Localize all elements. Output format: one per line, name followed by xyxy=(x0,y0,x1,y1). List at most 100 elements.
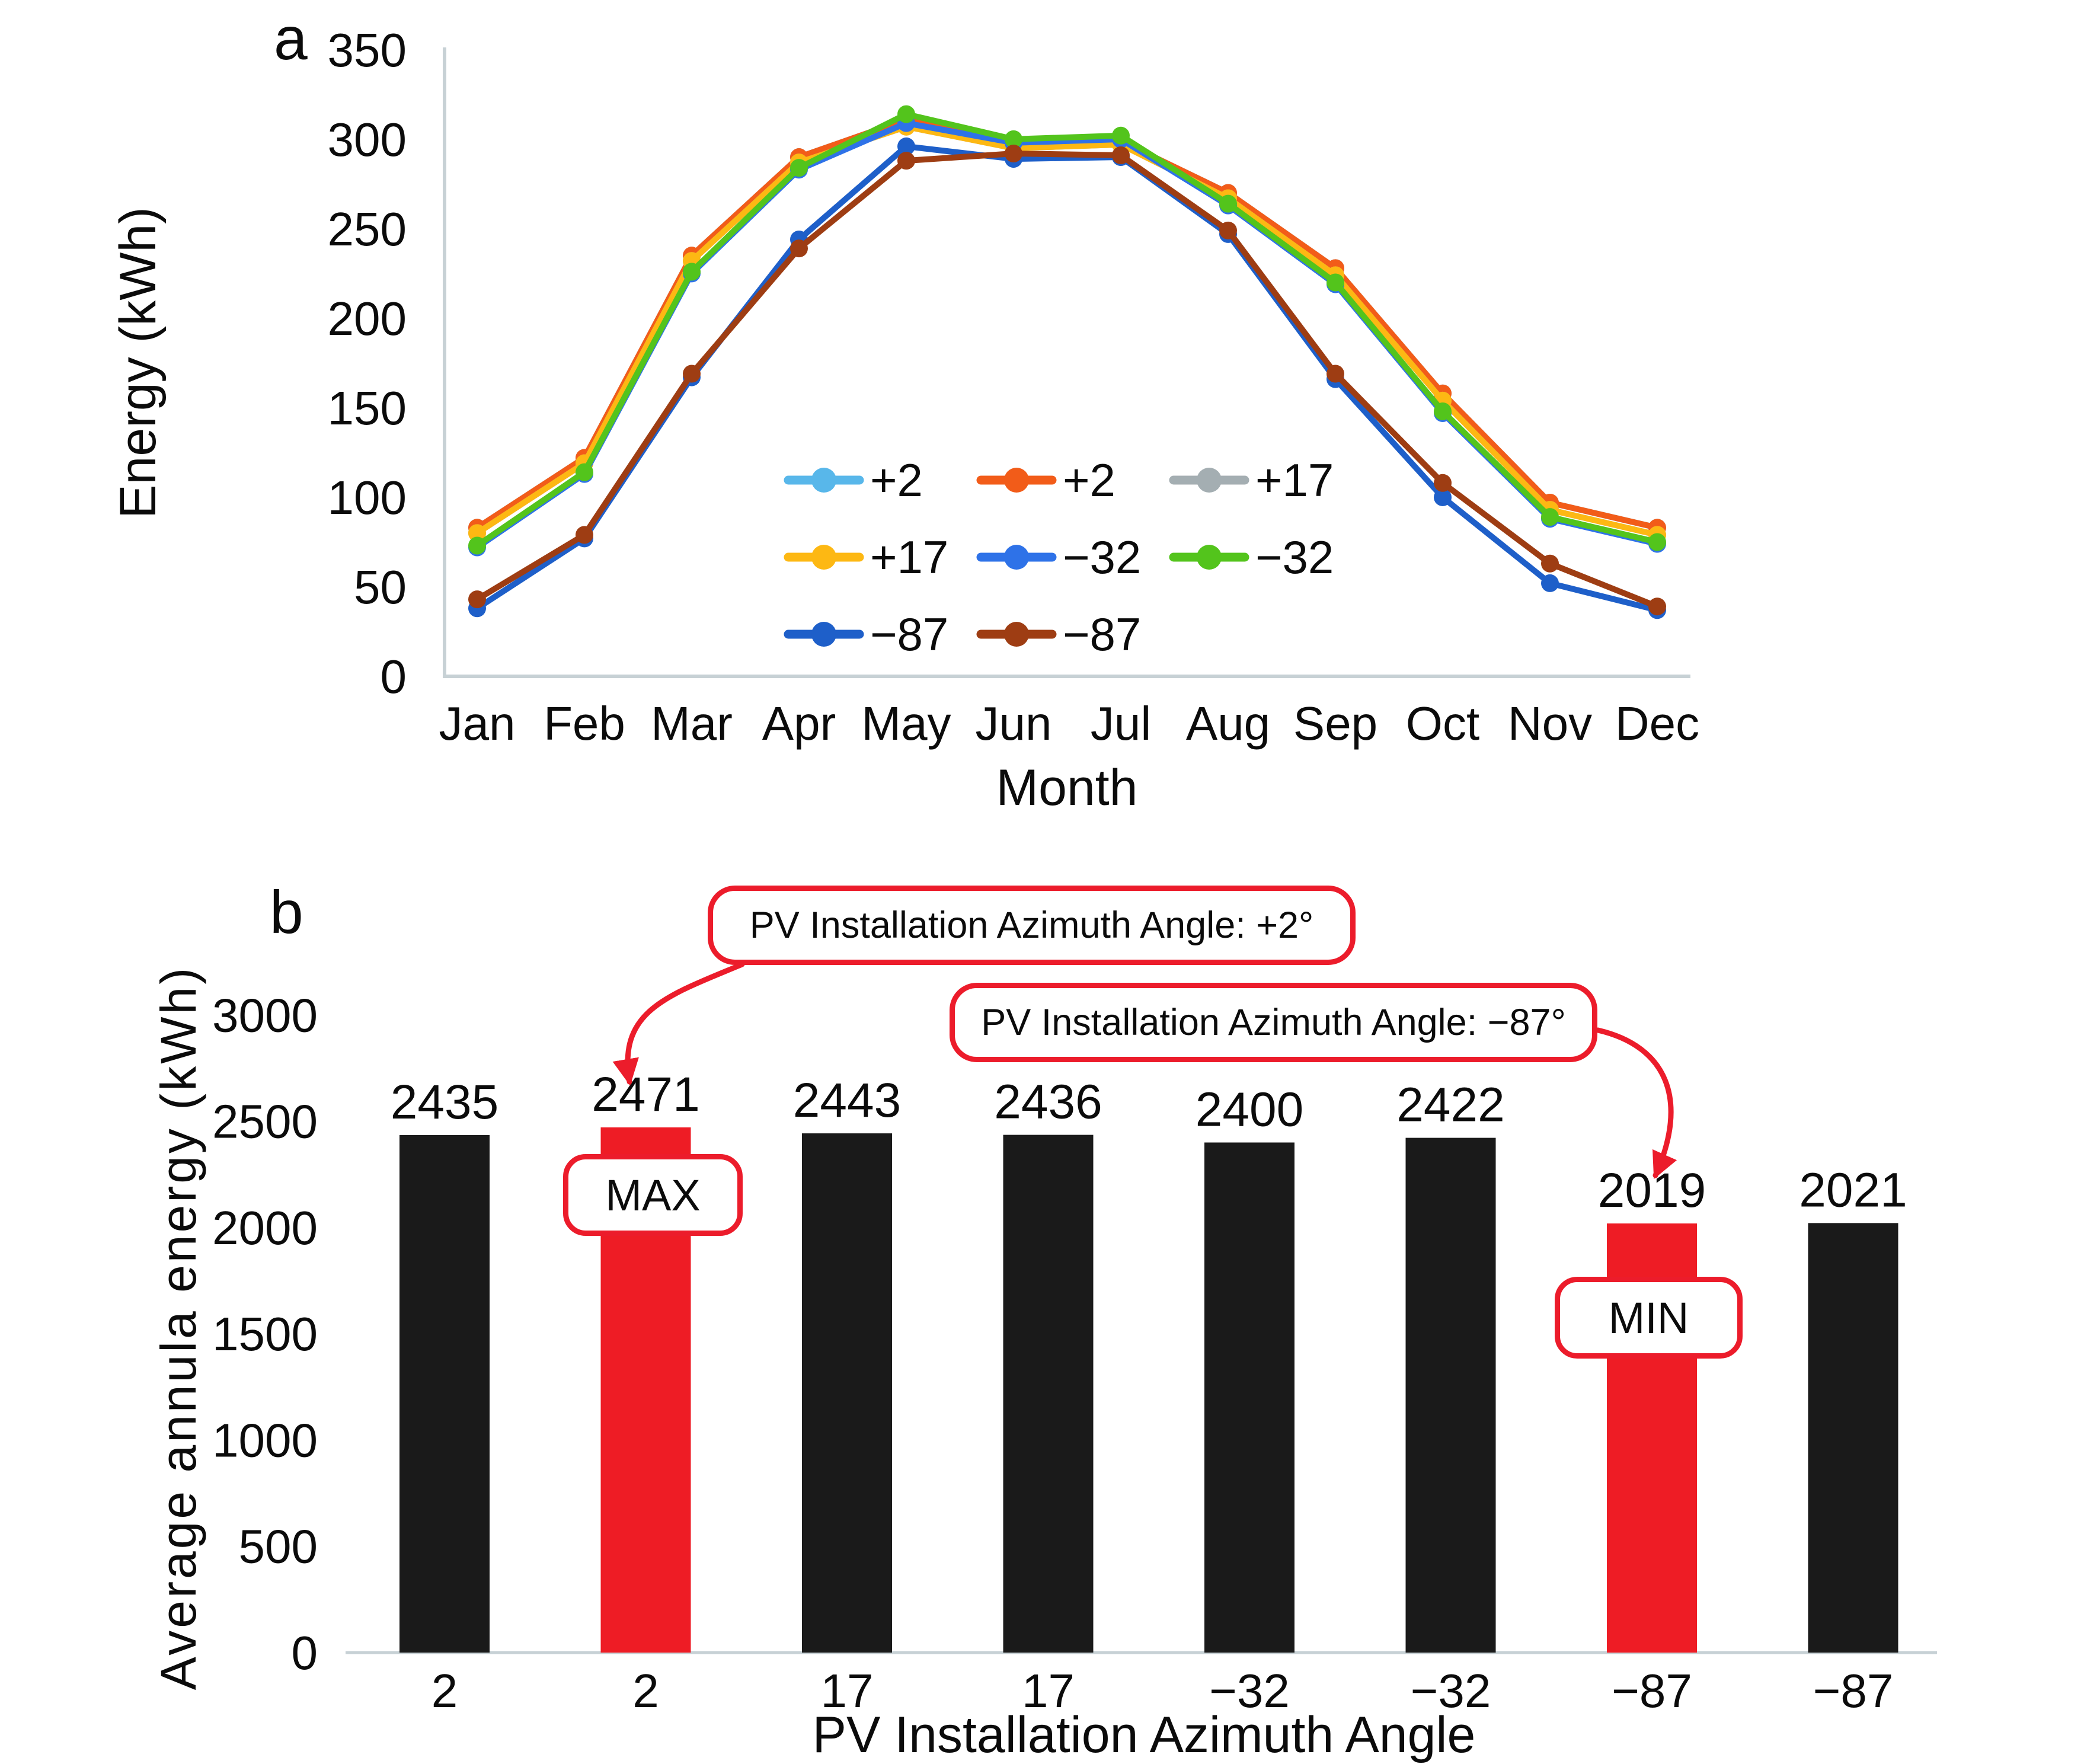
legend-dot-swatch xyxy=(1004,545,1029,570)
bar-x-label: 2 xyxy=(431,1664,458,1717)
max-callout-arrow xyxy=(612,961,745,1086)
series-point xyxy=(683,263,701,281)
legend-item: +17 xyxy=(784,531,948,583)
bar-x-label: 2 xyxy=(632,1664,659,1717)
legend-label: −87 xyxy=(1063,608,1141,660)
legend-label: +2 xyxy=(1063,454,1115,506)
bar-17-2436 xyxy=(1003,1135,1094,1653)
b-y-tick-label: 2000 xyxy=(212,1201,318,1254)
legend-item: +2 xyxy=(976,454,1115,506)
b-y-tick-label: 500 xyxy=(239,1520,318,1573)
a-month-label: Apr xyxy=(762,697,836,750)
legend-label: +2 xyxy=(870,454,923,506)
legend-dot-swatch xyxy=(1004,468,1029,493)
bar-x-label: −87 xyxy=(1612,1664,1692,1717)
legend-dot-swatch xyxy=(1197,545,1222,570)
a-plot-area: 350 300 250 200 150 100 50 0 Jan Feb Mar Apr May Jun J… xyxy=(328,24,1700,750)
bar-−87-2021 xyxy=(1808,1223,1898,1653)
bar-value-label: 2021 xyxy=(1799,1163,1907,1217)
series-point xyxy=(1327,273,1344,292)
series-point xyxy=(1648,597,1666,616)
series-point xyxy=(1219,194,1237,213)
bar-−32-2422 xyxy=(1405,1137,1496,1653)
legend-dot-swatch xyxy=(811,545,836,570)
b-plot-area: 3000 2500 2000 1500 1000 500 0 2435 2 2471 2 2443 17… xyxy=(212,989,1937,1717)
b-y-tick-label: 0 xyxy=(292,1626,318,1679)
line-chart-monthly-energy: Energy (kWh) Month 350 300 250 200 150 100 50 0… xyxy=(110,24,1700,816)
a-month-label: Jan xyxy=(439,697,516,750)
series-point xyxy=(576,463,593,481)
legend-item: +17 xyxy=(1169,454,1334,506)
a-month-label: May xyxy=(861,697,951,750)
bar-value-label: 2443 xyxy=(793,1073,901,1127)
series-point xyxy=(1541,554,1559,573)
series-point xyxy=(1112,146,1130,165)
a-y-tick-label: 0 xyxy=(381,650,407,703)
series-point xyxy=(683,365,701,383)
series-point xyxy=(468,524,486,542)
a-month-label: Feb xyxy=(544,697,625,750)
series-point xyxy=(1005,130,1022,148)
b-y-axis-title: Average annula energy (kWh) xyxy=(151,966,206,1690)
bar-x-label: 17 xyxy=(1022,1664,1075,1717)
series-point xyxy=(1648,533,1666,551)
a-month-label: Dec xyxy=(1615,697,1699,750)
bar-value-label: 2422 xyxy=(1396,1078,1504,1132)
bar-17-2443 xyxy=(802,1133,892,1653)
a-month-label: Nov xyxy=(1508,697,1592,750)
b-y-tick-label: 2500 xyxy=(212,1095,318,1148)
series-point xyxy=(576,526,593,544)
bar-x-label: 17 xyxy=(821,1664,874,1717)
legend-dot-swatch xyxy=(811,468,836,493)
series-point xyxy=(897,137,915,155)
legend-item: −32 xyxy=(1169,531,1334,583)
series-point xyxy=(897,105,915,123)
min-callout: PV Installation Azimuth Angle: −87° xyxy=(950,983,1597,1062)
bar-x-label: −32 xyxy=(1411,1664,1491,1717)
a-y-tick-label: 200 xyxy=(328,292,407,345)
a-month-label: Sep xyxy=(1293,697,1377,750)
legend-label: −32 xyxy=(1063,531,1141,583)
series-point xyxy=(790,159,808,177)
b-y-tick-label: 3000 xyxy=(212,989,318,1041)
legend-label: +17 xyxy=(1255,454,1334,506)
series-point xyxy=(1434,488,1452,506)
a-y-tick-label: 150 xyxy=(328,382,407,434)
a-month-label: Jun xyxy=(976,697,1052,750)
bar-2-2435 xyxy=(399,1135,490,1653)
a-month-label: Oct xyxy=(1406,697,1479,750)
legend-dot-swatch xyxy=(811,622,836,647)
bar-value-label: 2019 xyxy=(1598,1164,1706,1217)
series-point xyxy=(1327,365,1344,383)
series-line-5 xyxy=(474,111,1660,549)
series-point xyxy=(1434,402,1452,420)
series-point xyxy=(897,152,915,170)
legend-dot-swatch xyxy=(1004,622,1029,647)
panel-a-label: a xyxy=(274,5,308,72)
bar-−32-2400 xyxy=(1204,1142,1294,1653)
legend-label: +17 xyxy=(870,531,948,583)
series-point xyxy=(1112,126,1130,145)
max-badge: MAX xyxy=(563,1154,743,1236)
series-point xyxy=(1434,474,1452,492)
a-month-label: Mar xyxy=(651,697,733,750)
bar-x-label: −87 xyxy=(1813,1664,1894,1717)
min-callout-arrow xyxy=(1595,1027,1677,1180)
series-point xyxy=(1541,508,1559,526)
a-x-axis-title: Month xyxy=(996,759,1137,816)
legend-item: −87 xyxy=(784,608,948,660)
legend-item: +2 xyxy=(784,454,923,506)
series-point xyxy=(1219,221,1237,239)
b-y-tick-label: 1500 xyxy=(212,1308,318,1360)
b-x-axis-title: PV Installation Azimuth Angle xyxy=(813,1707,1476,1763)
series-point xyxy=(468,590,486,609)
series-point xyxy=(1005,145,1022,163)
legend-label: −87 xyxy=(870,608,948,660)
legend-label: −32 xyxy=(1255,531,1334,583)
bar-value-label: 2471 xyxy=(592,1068,699,1121)
series-point xyxy=(468,536,486,555)
a-y-tick-label: 50 xyxy=(354,561,407,613)
legend-item: −87 xyxy=(976,608,1141,660)
series-point xyxy=(1541,574,1559,592)
series-line-3 xyxy=(474,123,1660,538)
